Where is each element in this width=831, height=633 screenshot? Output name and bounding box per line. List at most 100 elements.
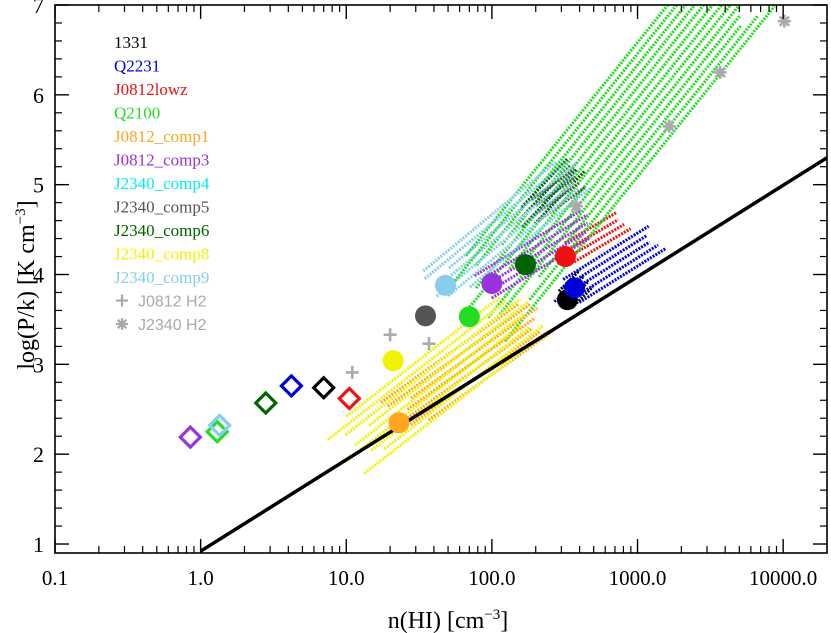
legend-star-icon: [116, 318, 128, 330]
band-line: [468, 185, 593, 289]
legend-entry: J0812lowz: [114, 80, 188, 99]
band-line: [450, 171, 578, 277]
band-line: [537, 24, 743, 278]
reference-line-path: [199, 156, 827, 553]
band-line: [498, 221, 589, 279]
diamond-marker: [311, 375, 336, 400]
band-line: [538, 186, 586, 222]
band-line: [490, 213, 589, 276]
legend-entry: J0812_comp1: [114, 127, 209, 146]
h2-star-marker: [777, 14, 791, 28]
diamond-marker: [253, 390, 279, 416]
legend-entry: Q2231: [114, 57, 160, 76]
legend-entry: J2340_comp8: [114, 245, 209, 264]
band-line: [498, 14, 742, 316]
band-line: [487, 5, 742, 319]
band-line: [448, 161, 578, 270]
x-tick-label: 0.1: [42, 566, 68, 590]
circle-marker: [481, 272, 503, 294]
diamond-marker: [207, 413, 232, 438]
y-tick-label: 2: [33, 442, 44, 467]
h2-plus-marker: [345, 365, 359, 379]
band-line: [406, 317, 536, 411]
circle-marker: [388, 412, 410, 434]
h2-star-marker: [569, 199, 583, 213]
band-line: [475, 5, 688, 267]
h2-plus-marker: [422, 337, 436, 351]
legend-entry: J2340_comp9: [114, 268, 209, 287]
band-line: [344, 297, 522, 437]
circle-marker: [414, 305, 436, 327]
band-line: [326, 299, 508, 441]
band-line: [468, 5, 715, 309]
reference-line: [199, 156, 827, 553]
y-tick-label: 7: [33, 0, 44, 18]
x-tick-label: 10.0: [328, 566, 365, 590]
legend-entry: Q2100: [114, 104, 160, 123]
x-tick-label: 1.0: [188, 566, 214, 590]
band-line: [409, 330, 541, 426]
h2-star-marker: [713, 65, 727, 79]
band-line: [447, 187, 580, 298]
y-tick-label: 1: [33, 532, 44, 557]
band-line: [561, 223, 625, 263]
x-axis-label: n(HI) [cm−3]: [388, 607, 509, 633]
x-tick-label: 10000.0: [749, 566, 817, 590]
diamond-marker: [178, 424, 203, 450]
band-line: [354, 312, 525, 447]
band-line: [508, 5, 724, 270]
y-tick-label: 6: [33, 83, 44, 108]
legend-plus-icon: [116, 294, 128, 307]
band-line: [393, 327, 534, 429]
y-tick-label: 4: [33, 263, 44, 288]
legend-entry: J2340_comp4: [114, 174, 210, 193]
legend-entry: J0812 H2: [138, 294, 207, 311]
band-line: [368, 300, 529, 427]
circle-marker: [564, 277, 586, 299]
band-line: [410, 306, 538, 400]
band-line: [474, 5, 706, 289]
band-line: [563, 211, 617, 245]
legend-entry: J2340_comp6: [114, 221, 209, 240]
data-markers: [178, 246, 586, 450]
circle-marker: [434, 274, 456, 296]
diamond-marker: [279, 373, 304, 399]
axes: [54, 4, 828, 554]
band-line: [578, 247, 667, 304]
circle-marker: [554, 246, 576, 268]
band-line: [363, 328, 550, 475]
band-line: [530, 168, 576, 202]
legend-entry: 1331: [114, 33, 148, 52]
band-line: [343, 324, 522, 464]
legend-entry: J2340_comp5: [114, 198, 209, 217]
band-line: [564, 243, 659, 305]
axes-frame: [54, 4, 828, 554]
band-line: [553, 240, 651, 303]
band-line: [520, 157, 569, 209]
diamond-marker: [337, 386, 362, 411]
band-line: [534, 175, 577, 207]
band-line: [464, 5, 670, 257]
band-line: [427, 330, 553, 422]
band-line: [519, 164, 572, 220]
band-line: [490, 236, 591, 300]
band-line: [532, 182, 580, 218]
x-tick-label: 100.0: [468, 566, 515, 590]
circle-marker: [458, 306, 480, 328]
band-line: [443, 5, 679, 295]
h2-plus-marker: [383, 328, 397, 342]
y-tick-label: 5: [33, 173, 44, 198]
band-line: [503, 5, 776, 343]
circle-marker: [514, 254, 536, 276]
band-line: [473, 209, 581, 278]
band-line: [533, 169, 586, 226]
h2-star-marker: [662, 119, 676, 133]
ticks: 0.1 1.0 10.0 100.0 1000.0 10000.0 1 2 3 4 5 6 7: [33, 0, 827, 590]
x-tick-label: 1000.0: [609, 566, 667, 590]
band-line: [562, 224, 650, 281]
data-bands: [326, 5, 776, 475]
band-line: [573, 227, 632, 264]
legend: 1331 Q2231 J0812lowz Q2100 J0812_comp1 J0812_…: [114, 33, 210, 334]
legend-entry: J2340 H2: [138, 317, 207, 334]
